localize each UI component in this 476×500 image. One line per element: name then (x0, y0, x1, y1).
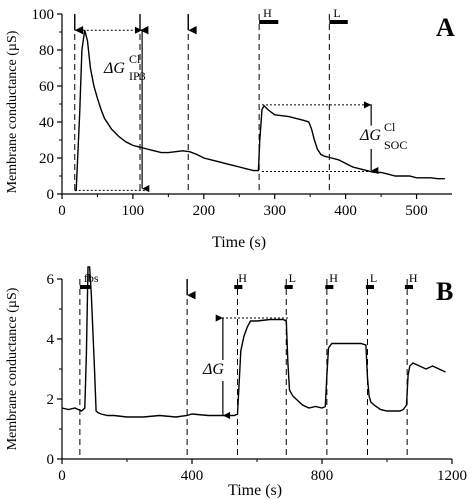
panel-a-ytick-label-5: 100 (32, 7, 55, 23)
panel-b-ytick-label-3: 6 (47, 272, 55, 288)
panel-b-bar-3 (284, 285, 293, 289)
panel-a-chart: A Time (s) Membrane conductance (µS) 0 10… (5, 6, 455, 251)
panel-b-trace (61, 266, 446, 418)
panel-b-bar-6 (404, 285, 413, 289)
panel-b-ytick-label-1: 2 (47, 392, 55, 408)
panel-b-xlabel: Time (s) (228, 482, 282, 499)
panel-a-xlabel: Time (s) (212, 234, 266, 251)
panel-b-xtick-label-3: 1200 (437, 468, 467, 484)
delta-g-ip3-sup: Cl (129, 52, 141, 66)
panel-a-bar-4 (329, 20, 348, 24)
delta-g-text: ΔG (202, 361, 224, 378)
panel-b-bar-0 (79, 285, 92, 289)
panel-a-bar-label-3: H (263, 6, 272, 20)
panel-a-ytick-label-3: 60 (39, 79, 54, 95)
delta-g-ip3-annotation: ΔG Cl IP3 (103, 52, 146, 83)
delta-g-ip3-sub: IP3 (129, 69, 146, 83)
delta-g-soc-sup: Cl (384, 120, 396, 134)
panel-b-ytick-label-2: 4 (47, 332, 55, 348)
panel-a-xtick-label-1: 100 (122, 203, 145, 219)
panel-b-ytick-label-0: 0 (47, 452, 55, 468)
panel-a-xtick-label-5: 500 (405, 203, 428, 219)
delta-g-soc-annotation: ΔG Cl SOC (359, 120, 407, 152)
panel-a-bar-3 (259, 20, 279, 24)
panel-b-label: B (436, 277, 453, 306)
panel-b-chart: B Time (s) Membrane conductance (µS) 0 40… (5, 266, 467, 499)
panel-a-xtick-label-2: 200 (193, 203, 216, 219)
panel-a-ytick-label-2: 40 (39, 115, 54, 131)
panel-a-ytick-label-1: 20 (39, 151, 54, 167)
panel-b-bar-label-3: L (289, 271, 296, 285)
panel-b-bar-4 (325, 285, 334, 289)
panel-b-bar-2 (234, 285, 243, 289)
delta-g-soc-sub: SOC (384, 138, 407, 152)
panel-a-label: A (436, 13, 455, 42)
panel-a-xtick-label-0: 0 (58, 203, 66, 219)
panel-b-xtick-label-1: 400 (181, 468, 204, 484)
delta-g-annotation: ΔG (202, 361, 224, 378)
panel-b-bar-label-4: H (329, 271, 338, 285)
panel-b-bar-label-5: L (370, 271, 377, 285)
panel-b-bar-5 (365, 285, 374, 289)
panel-b-xtick-label-0: 0 (58, 468, 66, 484)
panel-a-ytick-label-0: 0 (47, 187, 55, 203)
panel-b-bar-label-6: H (409, 271, 418, 285)
panel-a-trace (74, 30, 445, 192)
panel-a-bar-label-4: L (333, 6, 340, 20)
delta-g-soc-text: ΔG (359, 127, 381, 144)
panel-b-bar-label-2: H (238, 271, 247, 285)
panel-a-xtick-label-3: 300 (263, 203, 286, 219)
delta-g-ip3-text: ΔG (103, 60, 125, 77)
panel-b-xtick-label-2: 800 (311, 468, 334, 484)
panel-a-xtick-label-4: 400 (334, 203, 357, 219)
panel-b-ylabel: Membrane conductance (µS) (5, 287, 20, 450)
panel-b-bar-label-0: fbs (84, 271, 99, 285)
panel-a-ylabel: Membrane conductance (µS) (5, 30, 20, 193)
panel-a-ytick-label-4: 80 (39, 43, 54, 59)
